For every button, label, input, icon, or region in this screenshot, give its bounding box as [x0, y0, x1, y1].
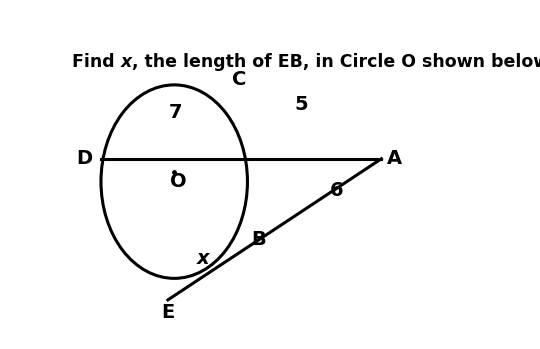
Text: C: C: [232, 70, 246, 89]
Text: D: D: [77, 149, 93, 168]
Text: Find: Find: [72, 53, 120, 70]
Text: 7: 7: [168, 103, 182, 122]
Text: 5: 5: [294, 95, 308, 114]
Text: O: O: [170, 172, 187, 191]
Text: A: A: [387, 149, 402, 168]
Text: 6: 6: [330, 181, 343, 200]
Text: B: B: [252, 230, 266, 249]
Text: x: x: [197, 249, 210, 268]
Text: , the length of EB, in Circle O shown below.: , the length of EB, in Circle O shown be…: [132, 53, 540, 70]
Text: x: x: [120, 53, 132, 70]
Text: E: E: [161, 303, 174, 322]
